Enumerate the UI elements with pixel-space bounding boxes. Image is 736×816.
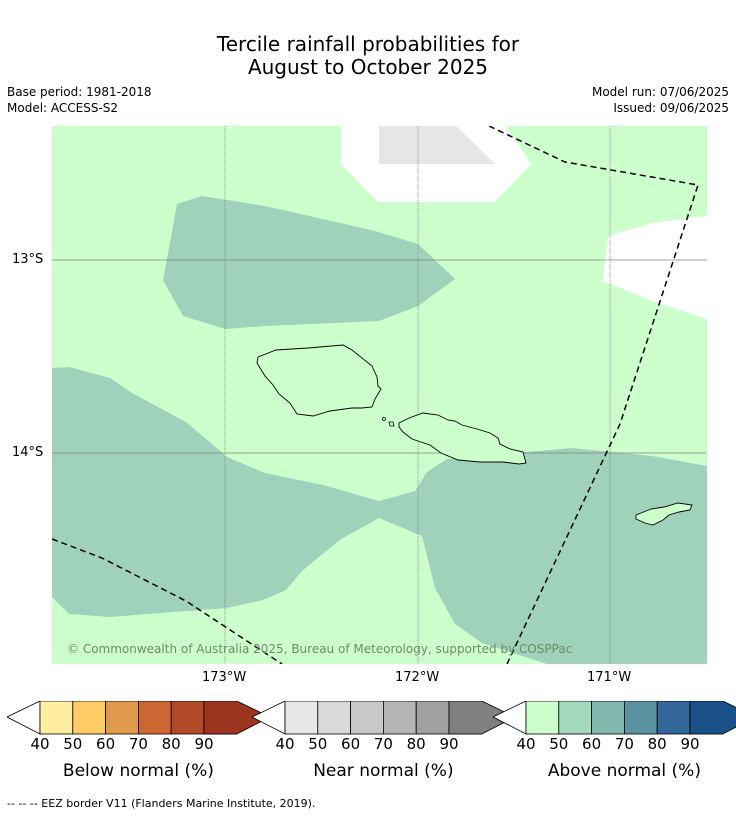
colorbar-title: Near normal (%): [313, 761, 454, 781]
colorbar-tick-label: 50: [308, 735, 328, 753]
no-signal-region-right: [603, 216, 707, 319]
colorbar-segment: [350, 701, 384, 735]
colorbar-0: [7, 701, 270, 735]
islet-apolima: [382, 417, 386, 421]
colorbar-tick-label: 50: [549, 735, 569, 753]
lon-tick-173w: 173°W: [202, 670, 247, 685]
colorbar-under-arrow: [493, 701, 527, 735]
lon-tick-171w: 171°W: [587, 670, 632, 685]
colorbar-segment: [591, 701, 625, 735]
colorbar-segment: [284, 701, 319, 735]
colorbar-tick-label: 60: [582, 735, 602, 753]
colorbar-over-arrow: [689, 701, 736, 735]
island-savaii: [256, 344, 382, 417]
colorbar-tick-label: 50: [63, 735, 83, 753]
colorbar-2: [493, 701, 736, 735]
island-upolu: [398, 412, 527, 465]
colorbar-segment: [525, 701, 560, 735]
eez-border-south: [52, 538, 283, 664]
islet-manono: [388, 421, 395, 427]
near-normal-region: [379, 126, 495, 164]
colorbar-tick-label: 80: [647, 735, 667, 753]
colorbar-tick-label: 70: [373, 735, 393, 753]
lat-tick-14s: 14°S: [12, 445, 44, 460]
map-title-line2: August to October 2025: [247, 55, 489, 79]
colorbar-tick-label: 40: [516, 735, 536, 753]
colorbar-under-arrow: [252, 701, 286, 735]
colorbar-title: Below normal (%): [62, 761, 214, 781]
colorbar-segment: [72, 701, 107, 735]
lon-tick-172w: 172°W: [395, 670, 440, 685]
base-period: Base period: 1981-2018: [7, 85, 152, 99]
model-run: Model run: 07/06/2025: [591, 85, 729, 99]
colorbar-segment: [623, 701, 658, 735]
colorbar-tick-label: 60: [96, 735, 116, 753]
colorbar-tick-label: 90: [439, 735, 459, 753]
colorbar-segment: [656, 701, 691, 735]
colorbar-segment: [317, 701, 352, 735]
colorbar-tick-label: 70: [128, 735, 148, 753]
colorbar-title: Above normal (%): [547, 761, 701, 781]
above-normal-50-region-south: [52, 367, 707, 664]
colorbar-segment: [382, 701, 417, 735]
eez-footnote: -- -- -- EEZ border V11 (Flanders Marine…: [7, 797, 316, 810]
issued-date: Issued: 09/06/2025: [613, 101, 729, 115]
colorbar-tick-label: 40: [275, 735, 295, 753]
rainfall-probability-map: © Commonwealth of Australia 2025, Bureau…: [52, 126, 707, 664]
colorbar-tick-label: 80: [161, 735, 181, 753]
colorbar-under-arrow: [7, 701, 41, 735]
colorbar-segment: [558, 701, 593, 735]
colorbar-tick-label: 80: [406, 735, 426, 753]
colorbar-tick-label: 60: [341, 735, 361, 753]
colorbar-segment: [137, 701, 172, 735]
colorbar-segment: [105, 701, 139, 735]
colorbar-over-arrow: [203, 701, 270, 735]
copyright-notice: © Commonwealth of Australia 2025, Bureau…: [67, 642, 572, 656]
colorbar-tick-label: 70: [614, 735, 634, 753]
colorbar-tick-label: 40: [30, 735, 50, 753]
colorbar-over-arrow: [448, 701, 515, 735]
colorbar-segment: [39, 701, 74, 735]
colorbar-segment: [415, 701, 450, 735]
lat-tick-13s: 13°S: [12, 252, 44, 267]
map-title-line1: Tercile rainfall probabilities for: [216, 32, 520, 56]
colorbar-tick-label: 90: [194, 735, 214, 753]
colorbar-tick-label: 90: [680, 735, 700, 753]
model-name: Model: ACCESS-S2: [7, 101, 119, 115]
colorbar-1: [252, 701, 515, 735]
colorbar-segment: [170, 701, 205, 735]
above-normal-50-region-north: [163, 196, 455, 329]
island-tutuila: [635, 502, 693, 526]
